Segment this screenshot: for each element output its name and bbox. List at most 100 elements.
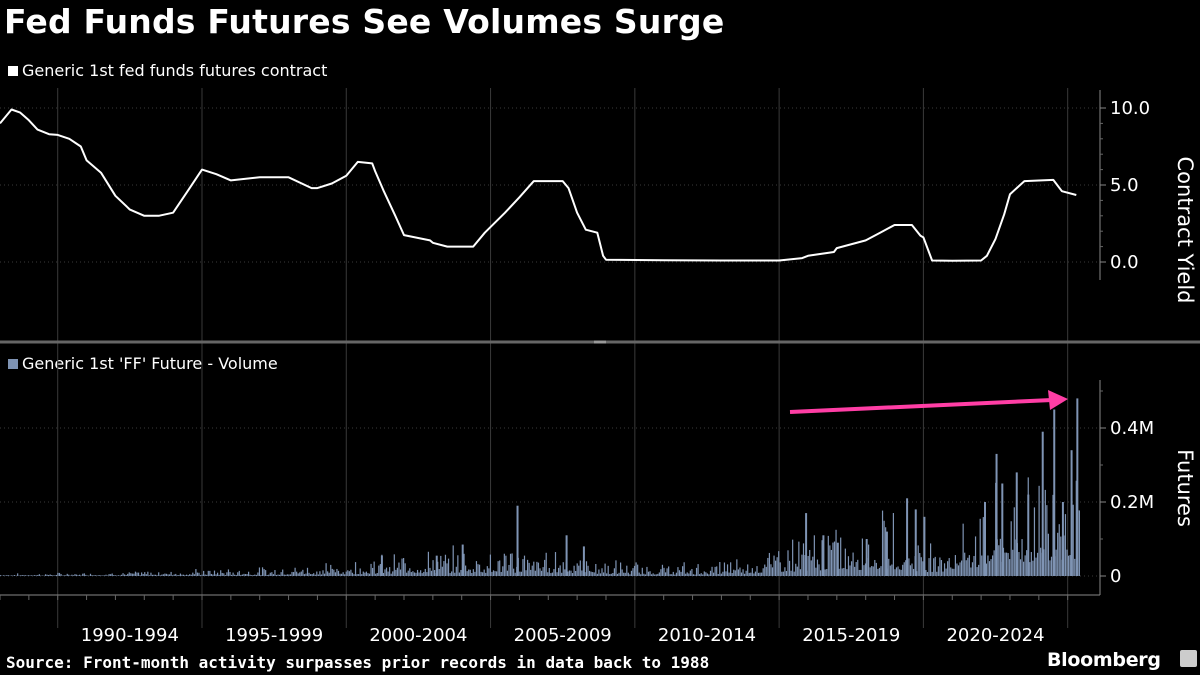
volume-bar: [147, 571, 149, 576]
volume-bar: [31, 575, 33, 576]
volume-bar: [491, 571, 493, 576]
volume-bar: [802, 543, 805, 576]
volume-bar: [875, 562, 877, 576]
volume-bar: [150, 572, 152, 576]
volume-bar: [292, 572, 295, 576]
volume-bar: [254, 574, 256, 576]
volume-bar: [691, 568, 693, 576]
volume-bar: [471, 572, 473, 576]
volume-bar: [342, 572, 344, 576]
volume-bar: [257, 572, 259, 576]
volume-spike-bar: [1053, 409, 1056, 576]
volume-bar: [531, 565, 533, 576]
volume-bar: [593, 572, 595, 576]
volume-bar: [908, 558, 910, 576]
volume-bar: [575, 570, 577, 576]
volume-bar: [51, 575, 53, 576]
volume-bar: [589, 570, 591, 576]
volume-bar: [663, 567, 665, 576]
volume-bar: [514, 572, 516, 576]
volume-bar: [451, 571, 453, 576]
volume-bar: [1072, 504, 1074, 576]
volume-bar: [1050, 556, 1053, 576]
volume-bar: [384, 569, 386, 576]
volume-bar: [730, 562, 732, 576]
volume-bar: [714, 566, 716, 576]
volume-bar: [1005, 552, 1008, 576]
volume-bar: [778, 551, 780, 576]
volume-bar: [403, 558, 405, 576]
volume-bar: [97, 575, 99, 576]
volume-bar: [434, 570, 436, 576]
chart-title: Fed Funds Futures See Volumes Surge: [4, 2, 725, 41]
y-tick-label-yield: 0.0: [1110, 252, 1139, 273]
volume-bar: [266, 575, 268, 576]
volume-bar: [833, 541, 836, 576]
volume-bar: [959, 562, 961, 576]
volume-bar: [29, 575, 31, 576]
volume-bar: [141, 572, 143, 576]
volume-bar: [130, 573, 132, 576]
volume-bar: [976, 567, 978, 576]
volume-bar: [54, 575, 56, 576]
volume-spike-bar: [914, 509, 917, 576]
volume-bar: [1060, 536, 1062, 576]
volume-bar: [316, 571, 318, 576]
volume-bar: [613, 568, 615, 576]
volume-bar: [181, 574, 183, 576]
volume-bar: [809, 549, 811, 576]
volume-bar: [311, 574, 313, 576]
volume-bar: [513, 568, 515, 576]
volume-bar: [213, 570, 216, 576]
volume-bar: [511, 553, 513, 576]
volume-bar: [971, 562, 974, 576]
volume-bar: [509, 553, 512, 576]
volume-bar: [767, 557, 769, 576]
volume-bar: [554, 552, 557, 576]
volume-bar: [455, 566, 457, 576]
volume-bar: [20, 575, 22, 576]
volume-bar: [999, 538, 1001, 576]
volume-bar: [706, 573, 708, 576]
volume-bar: [702, 574, 704, 576]
volume-bar: [294, 567, 296, 576]
volume-bar: [230, 574, 233, 576]
volume-bar: [258, 567, 261, 576]
volume-bar: [179, 573, 181, 576]
volume-bar: [668, 566, 670, 576]
volume-bar: [122, 573, 124, 576]
volume-bar: [678, 570, 681, 576]
volume-bar: [711, 566, 713, 576]
volume-bar: [885, 527, 887, 576]
volume-bar: [210, 573, 212, 576]
volume-bar: [737, 569, 739, 576]
volume-bar: [626, 565, 628, 576]
volume-bar: [503, 553, 505, 576]
volume-bar: [458, 572, 460, 576]
volume-bar: [610, 573, 612, 576]
volume-bar: [155, 574, 157, 576]
volume-bar: [1002, 547, 1005, 576]
volume-bar: [782, 571, 784, 576]
volume-bar: [172, 575, 174, 576]
volume-bar: [280, 572, 282, 576]
volume-spike-bar: [565, 535, 568, 576]
volume-bar: [328, 572, 330, 576]
volume-bar: [1069, 555, 1071, 576]
volume-bar: [499, 560, 501, 576]
volume-bar: [640, 574, 642, 576]
volume-bar: [492, 570, 495, 576]
volume-bar: [393, 554, 395, 576]
volume-bar: [768, 552, 770, 576]
volume-bar: [527, 559, 529, 576]
volume-bar: [911, 563, 913, 576]
volume-bar: [804, 555, 806, 576]
volume-bar: [799, 569, 801, 576]
volume-bar: [168, 574, 171, 576]
volume-bar: [449, 573, 451, 576]
x-tick-label: 2005-2009: [514, 625, 612, 646]
volume-spike-bar: [1061, 502, 1064, 576]
volume-bar: [21, 575, 23, 576]
volume-bar: [874, 559, 876, 576]
volume-bar: [770, 564, 772, 576]
